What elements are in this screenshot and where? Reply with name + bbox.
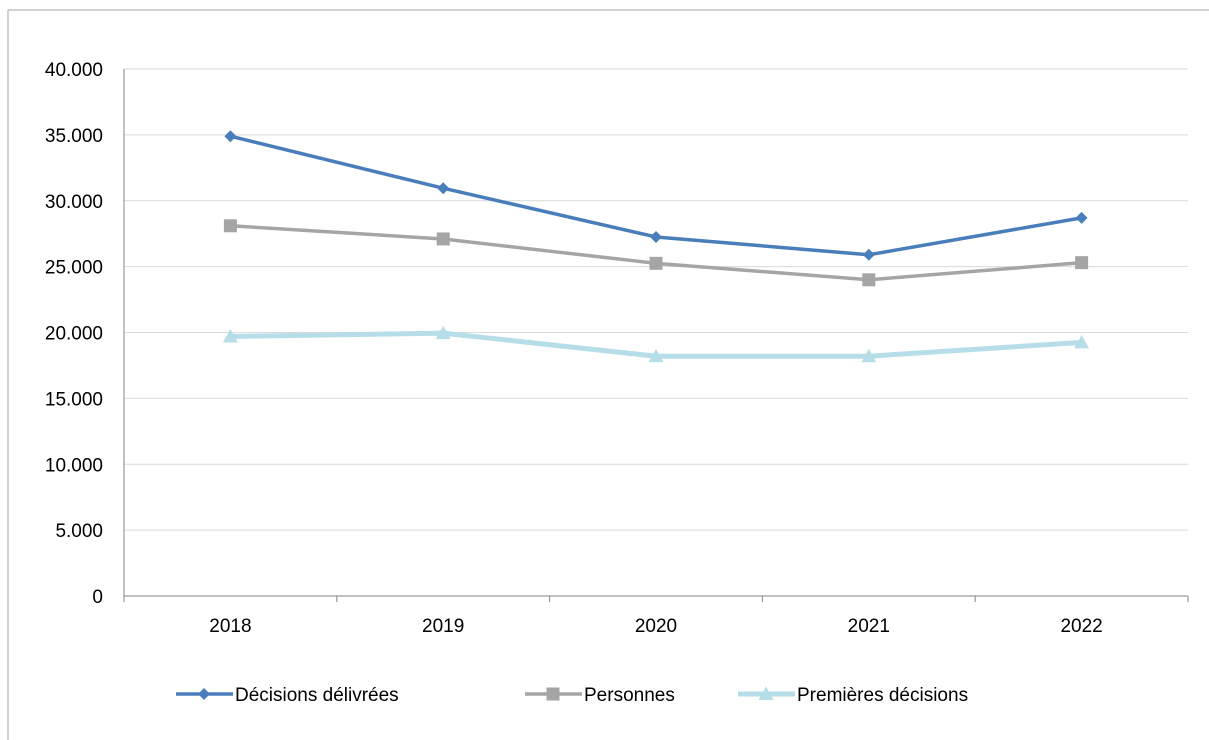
- data-point: [222, 328, 238, 343]
- data-point: [224, 130, 237, 143]
- data-point: [862, 273, 876, 287]
- legend-label: Premières décisions: [797, 685, 968, 706]
- data-point: [650, 230, 662, 243]
- x-tick-label: 2019: [422, 616, 464, 637]
- legend-item: Décisions délivrées: [176, 685, 399, 706]
- legend-marker: [758, 686, 774, 700]
- series-1: [223, 219, 1089, 287]
- legend-item: Personnes: [525, 685, 675, 706]
- x-tick-label: 2022: [1060, 616, 1102, 637]
- data-point: [1075, 211, 1088, 224]
- legend-item: Premières décisions: [738, 685, 968, 706]
- y-tick-label: 5.000: [55, 521, 103, 542]
- x-tick-label: 2020: [635, 616, 677, 637]
- data-point: [861, 348, 877, 363]
- y-axis-tick-labels: 0 5.000 10.000 15.000 20.000 25.000 30.000 35.0…: [45, 60, 103, 608]
- legend-label: Décisions délivrées: [235, 685, 399, 706]
- data-point: [648, 348, 664, 363]
- data-point: [649, 256, 663, 270]
- data-point: [435, 325, 451, 340]
- x-tick-label: 2018: [209, 616, 251, 637]
- y-tick-label: 25.000: [45, 258, 103, 279]
- series-group: [222, 130, 1090, 363]
- y-tick-label: 35.000: [45, 126, 103, 147]
- data-point: [436, 232, 450, 246]
- y-tick-label: 20.000: [45, 324, 103, 345]
- data-point: [862, 248, 875, 261]
- y-tick-label: 30.000: [45, 192, 103, 213]
- x-axis: 2018 2019 2020 2021 2022: [123, 69, 1189, 637]
- legend-label: Personnes: [584, 685, 675, 706]
- data-point: [437, 182, 450, 195]
- series-2: [222, 325, 1090, 363]
- legend-marker: [198, 688, 210, 700]
- y-tick-label: 0: [92, 587, 103, 608]
- gridlines: [124, 68, 1188, 531]
- legend-marker: [546, 687, 560, 701]
- data-point: [223, 219, 237, 233]
- x-tick-label: 2021: [848, 616, 890, 637]
- series-0: [224, 130, 1088, 261]
- legend: Décisions délivrées Personnes Premières dé…: [176, 685, 968, 706]
- data-point: [1075, 256, 1089, 270]
- data-point: [1074, 334, 1090, 349]
- y-tick-label: 15.000: [45, 389, 103, 410]
- y-tick-label: 10.000: [45, 455, 103, 476]
- y-tick-label: 40.000: [45, 60, 103, 81]
